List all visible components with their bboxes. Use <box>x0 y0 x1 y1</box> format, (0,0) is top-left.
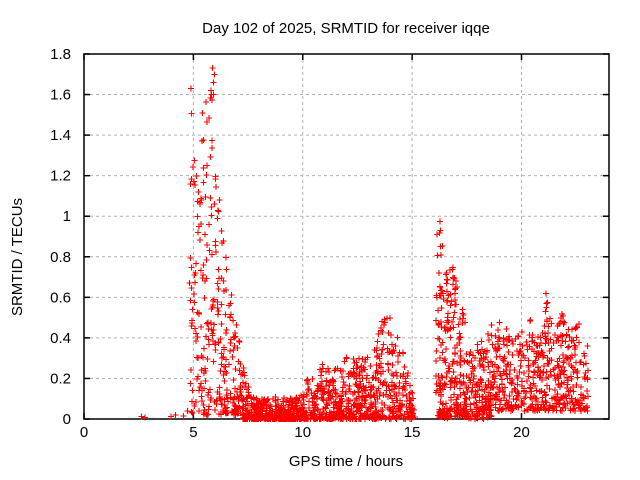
chart-title: Day 102 of 2025, SRMTID for receiver iqq… <box>202 20 490 37</box>
y-tick-label: 0 <box>63 411 71 428</box>
x-axis-label: GPS time / hours <box>289 453 403 470</box>
y-tick-label: 0.8 <box>50 249 71 266</box>
y-tick-label: 1 <box>63 208 71 225</box>
data-points <box>138 65 591 422</box>
x-tick-label: 5 <box>189 424 197 441</box>
y-axis-label: SRMTID / TECUs <box>9 198 26 316</box>
y-tick-label: 1.8 <box>50 46 71 63</box>
x-tick-label: 10 <box>294 424 311 441</box>
x-tick-labels: 0 5 10 15 20 <box>80 424 530 441</box>
x-tick-label: 0 <box>80 424 88 441</box>
y-tick-label: 1.2 <box>50 168 71 185</box>
y-tick-labels: 0 0.2 0.4 0.6 0.8 1 1.2 1.4 1.6 1.8 <box>50 46 71 428</box>
y-tick-label: 0.2 <box>50 370 71 387</box>
x-tick-label: 15 <box>404 424 421 441</box>
y-tick-label: 1.6 <box>50 87 71 104</box>
y-tick-label: 1.4 <box>50 127 71 144</box>
gridlines <box>84 54 609 419</box>
y-tick-label: 0.6 <box>50 289 71 306</box>
x-tick-label: 20 <box>513 424 530 441</box>
y-tick-label: 0.4 <box>50 330 71 347</box>
